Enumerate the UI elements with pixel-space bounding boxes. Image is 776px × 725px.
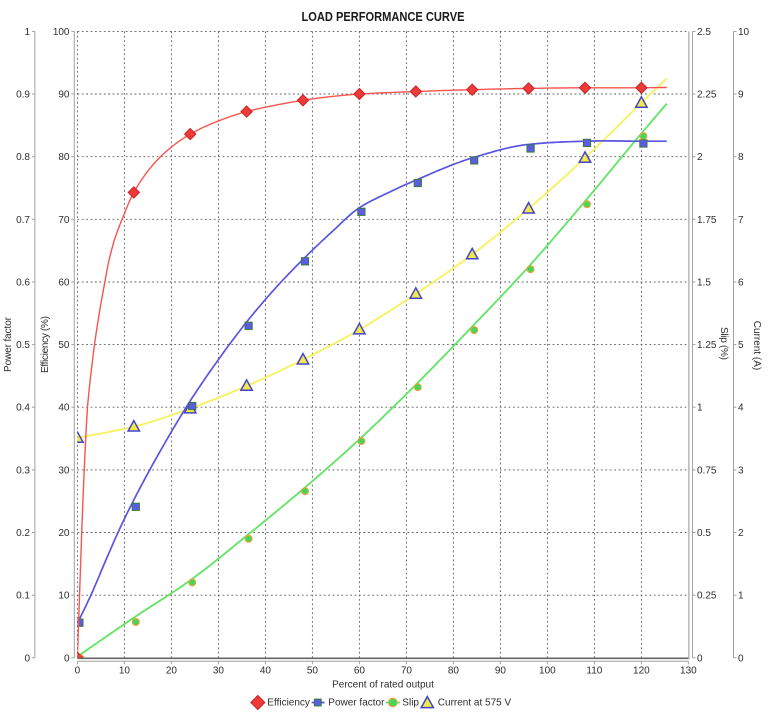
svg-text:0.75: 0.75 xyxy=(697,465,717,476)
svg-text:0.3: 0.3 xyxy=(16,465,30,476)
svg-text:120: 120 xyxy=(633,665,650,676)
svg-text:9: 9 xyxy=(738,90,744,101)
svg-text:1.25: 1.25 xyxy=(697,340,717,351)
svg-text:3: 3 xyxy=(738,465,744,476)
svg-text:0: 0 xyxy=(738,653,744,664)
svg-text:0.7: 0.7 xyxy=(16,215,30,226)
svg-text:2: 2 xyxy=(697,152,703,163)
svg-text:0.9: 0.9 xyxy=(16,90,30,101)
svg-text:0.5: 0.5 xyxy=(697,528,711,539)
svg-text:Efficiency (%): Efficiency (%) xyxy=(40,316,51,373)
svg-text:1: 1 xyxy=(24,27,30,38)
svg-text:2: 2 xyxy=(738,528,744,539)
svg-text:0: 0 xyxy=(24,653,30,664)
svg-text:10: 10 xyxy=(58,591,70,602)
svg-text:5: 5 xyxy=(738,340,744,351)
svg-text:7: 7 xyxy=(738,215,744,226)
svg-text:Power factor: Power factor xyxy=(328,698,385,709)
svg-text:40: 40 xyxy=(58,403,70,414)
svg-text:20: 20 xyxy=(58,528,70,539)
svg-text:Efficiency: Efficiency xyxy=(267,698,310,709)
svg-text:0.2: 0.2 xyxy=(16,528,30,539)
svg-text:0.4: 0.4 xyxy=(16,403,30,414)
svg-text:0.8: 0.8 xyxy=(16,152,30,163)
svg-text:60: 60 xyxy=(58,278,70,289)
svg-text:80: 80 xyxy=(448,665,460,676)
svg-text:1.75: 1.75 xyxy=(697,215,717,226)
svg-text:0.25: 0.25 xyxy=(697,591,717,602)
svg-text:Percent of rated output: Percent of rated output xyxy=(332,680,434,691)
svg-text:100: 100 xyxy=(539,665,556,676)
svg-text:20: 20 xyxy=(166,665,178,676)
svg-text:70: 70 xyxy=(401,665,413,676)
svg-text:90: 90 xyxy=(495,665,507,676)
svg-text:80: 80 xyxy=(58,152,70,163)
svg-text:60: 60 xyxy=(354,665,366,676)
svg-text:50: 50 xyxy=(307,665,319,676)
svg-text:Slip: Slip xyxy=(402,698,419,709)
svg-text:100: 100 xyxy=(53,27,70,38)
svg-text:Current at 575 V: Current at 575 V xyxy=(438,698,512,709)
svg-text:90: 90 xyxy=(58,90,70,101)
svg-text:130: 130 xyxy=(680,665,697,676)
svg-text:10: 10 xyxy=(119,665,131,676)
svg-text:6: 6 xyxy=(738,278,744,289)
svg-text:0: 0 xyxy=(75,665,81,676)
svg-text:Slip (%): Slip (%) xyxy=(718,327,729,360)
svg-text:LOAD PERFORMANCE CURVE: LOAD PERFORMANCE CURVE xyxy=(302,10,465,24)
svg-text:10: 10 xyxy=(738,27,750,38)
svg-text:4: 4 xyxy=(738,403,744,414)
svg-text:0.1: 0.1 xyxy=(16,591,30,602)
svg-text:40: 40 xyxy=(260,665,272,676)
svg-text:Current (A): Current (A) xyxy=(751,321,762,371)
svg-text:0.5: 0.5 xyxy=(16,340,30,351)
svg-text:50: 50 xyxy=(58,340,70,351)
svg-text:70: 70 xyxy=(58,215,70,226)
svg-text:0.6: 0.6 xyxy=(16,278,30,289)
svg-text:0: 0 xyxy=(697,653,703,664)
svg-text:Power factor: Power factor xyxy=(3,316,14,372)
svg-text:30: 30 xyxy=(213,665,225,676)
svg-text:1: 1 xyxy=(738,591,744,602)
svg-text:1: 1 xyxy=(697,403,703,414)
svg-text:2.5: 2.5 xyxy=(697,27,711,38)
svg-text:1.5: 1.5 xyxy=(697,278,711,289)
svg-text:30: 30 xyxy=(58,465,70,476)
svg-text:8: 8 xyxy=(738,152,744,163)
svg-text:0: 0 xyxy=(64,653,70,664)
svg-text:2.25: 2.25 xyxy=(697,90,717,101)
svg-text:110: 110 xyxy=(586,665,602,676)
